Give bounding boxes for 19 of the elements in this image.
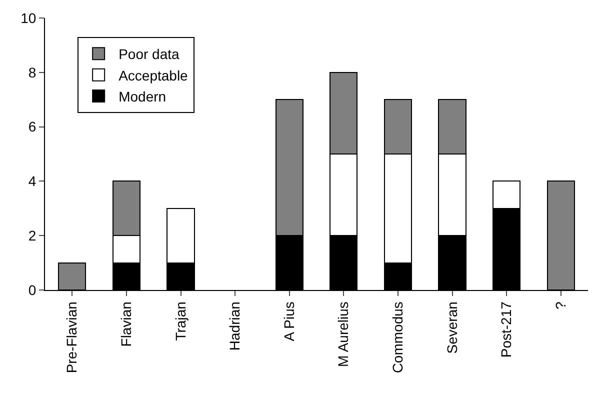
y-tick-label: 8	[28, 64, 36, 80]
x-tick-label: Flavian	[118, 302, 134, 347]
x-tick-label: A Pius	[280, 302, 297, 342]
y-tick-label: 6	[28, 118, 36, 135]
x-tick-label: Trajan	[172, 302, 188, 341]
x-tick-label: Commodus	[390, 302, 406, 374]
x-tick-label: Severan	[444, 302, 460, 354]
legend-label: Modern	[118, 88, 166, 104]
y-tick-label: 4	[28, 173, 36, 190]
x-tick-label: M Aurelius	[335, 302, 352, 367]
x-tick-label: Pre-Flavian	[64, 302, 80, 374]
y-tick-label: 2	[28, 228, 36, 244]
x-tick-label: Hadrian	[226, 302, 243, 351]
x-tick-label: Post-217	[498, 301, 514, 358]
legend-label: Poor data	[118, 46, 180, 62]
y-tick-label: 0	[28, 282, 36, 298]
y-tick-label: 10	[20, 10, 36, 26]
legend-label: Acceptable	[118, 67, 188, 84]
x-tick-label: ?	[552, 301, 568, 310]
